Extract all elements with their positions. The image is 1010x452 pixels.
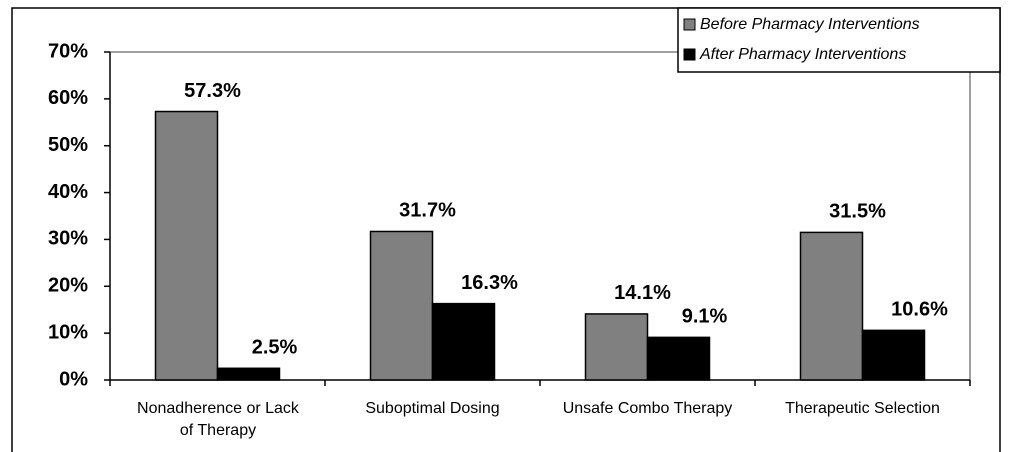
bar [584,313,649,381]
y-tick-label: 60% [48,87,88,109]
y-tick-label: 10% [48,321,88,343]
x-tick-label: Suboptimal Dosing [365,400,500,417]
data-label: 2.5% [252,337,298,359]
data-label: 9.1% [682,306,728,328]
bar [646,336,711,381]
y-tick-label: 30% [48,228,88,250]
legend-label: After Pharmacy Interventions [699,46,906,63]
x-tick-label: Nonadherence or Lack of Therapy [137,400,299,439]
data-label: 16.3% [461,272,518,294]
bar [216,367,281,381]
y-tick-label: 50% [48,134,88,156]
legend-box [677,7,1001,73]
legend-swatch [683,48,696,61]
legend-swatch [683,18,696,31]
bar [799,231,864,381]
data-label: 14.1% [614,282,671,304]
y-tick-label: 0% [59,368,88,390]
bar [431,302,496,381]
bar [861,329,926,381]
y-tick-label: 20% [48,275,88,297]
bar [154,110,219,381]
x-tick-label: Unsafe Combo Therapy [562,400,733,417]
y-tick-label: 70% [48,40,88,62]
data-label: 57.3% [184,80,241,102]
y-tick-label: 40% [48,181,88,203]
chart-border [11,7,1001,452]
data-label: 10.6% [891,299,948,321]
legend-label: Before Pharmacy Interventions [700,16,920,33]
bar [369,230,434,381]
data-label: 31.7% [399,200,456,222]
x-tick-label: Therapeutic Selection [785,400,940,417]
data-label: 31.5% [829,201,886,223]
